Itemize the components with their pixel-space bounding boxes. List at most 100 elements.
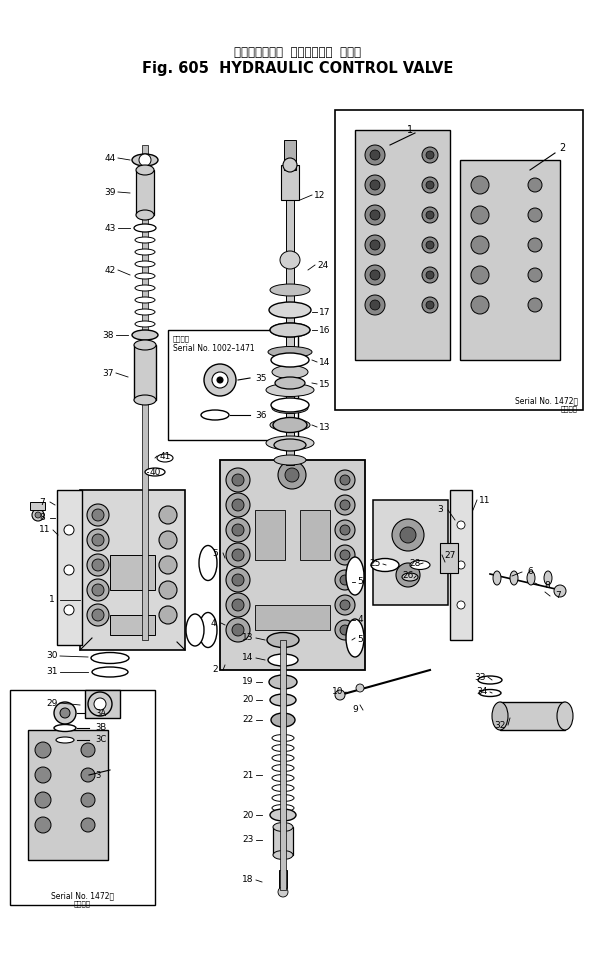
Ellipse shape [199, 546, 217, 580]
Ellipse shape [135, 249, 155, 255]
Circle shape [335, 545, 355, 565]
Circle shape [92, 609, 104, 621]
Circle shape [92, 559, 104, 571]
Ellipse shape [346, 619, 364, 657]
Text: 6: 6 [527, 568, 533, 576]
Text: 10: 10 [332, 687, 344, 697]
Text: 4: 4 [357, 616, 363, 624]
Text: 3: 3 [95, 771, 101, 779]
Text: 3C: 3C [95, 735, 107, 745]
Bar [300, 510, 330, 560]
Ellipse shape [273, 851, 293, 859]
Text: ハイドロリック  コントロール  バルブ: ハイドロリック コントロール バルブ [234, 46, 361, 58]
Text: 25: 25 [369, 559, 381, 569]
Circle shape [426, 271, 434, 279]
Ellipse shape [268, 346, 312, 358]
Ellipse shape [510, 571, 518, 585]
Text: 38: 38 [102, 331, 114, 339]
Text: 43: 43 [104, 224, 115, 232]
Text: Fig. 605  HYDRAULIC CONTROL VALVE: Fig. 605 HYDRAULIC CONTROL VALVE [142, 60, 453, 76]
Bar [255, 605, 330, 630]
Text: 3A: 3A [95, 708, 106, 718]
Circle shape [81, 818, 95, 832]
Ellipse shape [478, 676, 502, 684]
Circle shape [94, 698, 106, 710]
Text: 36: 36 [255, 410, 267, 420]
Circle shape [159, 556, 177, 574]
Circle shape [64, 525, 74, 535]
Ellipse shape [136, 210, 154, 220]
Bar [255, 510, 285, 560]
Ellipse shape [135, 309, 155, 315]
Circle shape [365, 205, 385, 225]
Ellipse shape [271, 398, 309, 412]
Text: 21: 21 [242, 771, 253, 779]
Circle shape [60, 708, 70, 718]
Ellipse shape [272, 754, 294, 762]
Ellipse shape [269, 302, 311, 318]
Text: 27: 27 [444, 551, 456, 559]
Bar [80, 490, 185, 650]
Ellipse shape [527, 571, 535, 585]
Text: 28: 28 [409, 558, 421, 568]
Text: 23: 23 [242, 836, 253, 844]
Text: 5: 5 [212, 549, 218, 557]
Text: 34: 34 [477, 687, 488, 697]
Text: 22: 22 [242, 715, 253, 725]
Circle shape [457, 601, 465, 609]
Circle shape [232, 474, 244, 486]
Ellipse shape [272, 402, 308, 414]
Circle shape [32, 509, 44, 521]
Text: 13: 13 [242, 634, 253, 642]
Circle shape [528, 298, 542, 312]
Circle shape [356, 684, 364, 692]
Ellipse shape [269, 675, 297, 689]
Bar [142, 145, 148, 640]
Ellipse shape [274, 439, 306, 451]
Circle shape [471, 236, 489, 254]
Ellipse shape [270, 809, 296, 821]
Circle shape [426, 151, 434, 159]
Circle shape [87, 604, 109, 626]
Ellipse shape [134, 224, 156, 232]
Bar [460, 160, 560, 360]
Circle shape [471, 176, 489, 194]
Text: 12: 12 [314, 190, 325, 200]
Circle shape [422, 237, 438, 253]
Ellipse shape [268, 654, 298, 666]
Circle shape [335, 470, 355, 490]
Ellipse shape [371, 558, 399, 572]
Text: Serial No. 1472〜: Serial No. 1472〜 [51, 891, 114, 900]
Text: 5: 5 [357, 577, 363, 586]
Text: 13: 13 [320, 423, 331, 431]
Ellipse shape [132, 330, 158, 340]
Circle shape [471, 206, 489, 224]
Ellipse shape [272, 774, 294, 781]
Text: 30: 30 [46, 651, 58, 661]
Ellipse shape [201, 410, 229, 420]
Text: Serial No. 1002–1471: Serial No. 1002–1471 [173, 344, 255, 353]
Circle shape [340, 575, 350, 585]
Bar [136, 170, 154, 215]
Ellipse shape [92, 667, 128, 677]
Circle shape [426, 241, 434, 249]
Bar [355, 130, 450, 360]
Circle shape [396, 563, 420, 587]
Text: 39: 39 [104, 187, 116, 197]
Text: 20: 20 [242, 811, 253, 819]
Ellipse shape [266, 436, 314, 450]
Bar [373, 500, 448, 605]
Text: 16: 16 [320, 325, 331, 335]
Text: 35: 35 [255, 374, 267, 382]
Circle shape [204, 364, 236, 396]
Ellipse shape [56, 737, 74, 743]
Bar [110, 615, 155, 635]
Ellipse shape [267, 633, 299, 647]
Circle shape [528, 178, 542, 192]
Bar [450, 490, 472, 640]
Text: 32: 32 [494, 721, 506, 729]
Text: 2: 2 [212, 665, 218, 675]
Ellipse shape [270, 323, 310, 337]
Text: 5: 5 [357, 636, 363, 644]
Ellipse shape [186, 614, 204, 646]
